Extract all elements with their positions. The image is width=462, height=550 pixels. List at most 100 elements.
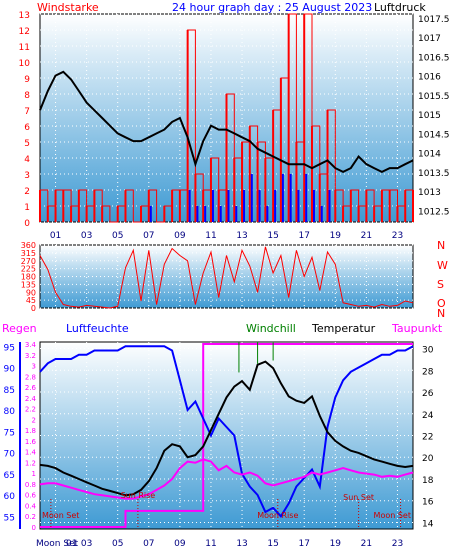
compass-label: N xyxy=(437,239,445,252)
pressure-tick-label: 1017.5 xyxy=(418,15,450,25)
humidity-tick-label: 65 xyxy=(4,471,15,481)
hour-tick-label: 07 xyxy=(143,231,154,241)
regen-label: Regen xyxy=(2,322,37,335)
wind-direction-plot-area xyxy=(39,244,414,309)
taupunkt-label: Taupunkt xyxy=(391,322,443,335)
pressure-tick-label: 1013.5 xyxy=(418,169,450,179)
direction-tick-label: 135 xyxy=(21,280,36,289)
hour-tick-label-bottom: 15 xyxy=(267,539,278,549)
wind-tick-label: 8 xyxy=(24,91,30,101)
wind-tick-label: 1 xyxy=(24,203,30,213)
event-label: Sun Rise xyxy=(121,491,156,500)
wind-gust-line xyxy=(40,13,413,223)
direction-tick-label: 0 xyxy=(31,304,36,313)
wind-tick-label: 3 xyxy=(24,171,30,181)
rain-tick-label: 1.4 xyxy=(25,449,37,457)
temperature-tick-label: 24 xyxy=(422,411,434,421)
chart-title: 24 hour graph day : 25 August 2023 xyxy=(172,1,372,14)
pressure-tick-label: 1014.5 xyxy=(418,130,450,140)
rain-tick-label: 1.8 xyxy=(25,427,36,435)
direction-tick-label: 45 xyxy=(26,296,36,305)
direction-tick-label: 270 xyxy=(21,257,36,266)
hour-tick-label: 03 xyxy=(81,231,92,241)
rain-tick-label: 2.4 xyxy=(25,395,37,403)
rain-tick-label: 2 xyxy=(32,416,36,424)
pressure-tick-label: 1017 xyxy=(418,34,441,44)
luftdruck-label: Luftdruck xyxy=(374,1,426,14)
temperature-tick-label: 18 xyxy=(422,476,434,486)
direction-tick-label: 360 xyxy=(21,241,36,250)
wind-tick-label: 13 xyxy=(19,11,30,21)
rain-tick-label: 1.2 xyxy=(25,459,36,467)
rain-tick-label: 1 xyxy=(32,470,36,478)
wind-tick-label: 0 xyxy=(24,219,30,229)
rain-tick-label: 0.4 xyxy=(25,502,37,510)
wind-tick-label: 2 xyxy=(24,187,30,197)
hour-tick-label: 01 xyxy=(50,231,61,241)
wind-tick-label: 6 xyxy=(24,123,30,133)
compass-label: N xyxy=(437,307,445,320)
hour-tick-label: 21 xyxy=(361,231,372,241)
hour-tick-label: 05 xyxy=(112,231,123,241)
pressure-tick-label: 1016 xyxy=(418,73,441,83)
wind-tick-label: 4 xyxy=(24,155,30,165)
direction-tick-label: 90 xyxy=(26,288,36,297)
series-layer xyxy=(39,13,414,529)
rain-tick-label: 0.8 xyxy=(25,481,36,489)
rain-tick-label: 3 xyxy=(32,363,36,371)
humidity-tick-label: 60 xyxy=(4,492,16,502)
event-label: Moon Rise xyxy=(257,511,298,520)
hour-tick-label-bottom: 11 xyxy=(205,539,216,549)
hour-tick-label: 09 xyxy=(174,231,186,241)
wind-tick-label: 11 xyxy=(19,43,30,53)
hour-tick-label-bottom: 19 xyxy=(330,539,342,549)
humidity-tick-label: 80 xyxy=(4,407,16,417)
temperature-tick-label: 14 xyxy=(422,519,434,529)
pressure-line xyxy=(39,70,414,174)
rain-tick-label: 2.8 xyxy=(25,373,36,381)
hour-tick-label: 15 xyxy=(267,231,278,241)
wind-tick-label: 5 xyxy=(24,139,30,149)
hour-tick-label-bottom: 17 xyxy=(298,539,309,549)
pressure-tick-label: 1016.5 xyxy=(418,53,450,63)
hour-tick-label: 23 xyxy=(392,231,403,241)
hour-tick-label-bottom: 03 xyxy=(81,539,92,549)
rain-line xyxy=(40,343,413,528)
humidity-tick-label: 90 xyxy=(4,365,16,375)
hour-tick-label-bottom: 23 xyxy=(392,539,403,549)
temperature-tick-label: 28 xyxy=(422,367,434,377)
compass-label: W xyxy=(437,259,448,272)
humidity-tick-label: 85 xyxy=(4,386,15,396)
event-label: Moon Set xyxy=(374,511,411,520)
rain-tick-label: 0.2 xyxy=(25,513,36,521)
temperature-tick-label: 22 xyxy=(422,433,433,443)
hour-tick-label-bottom: 09 xyxy=(174,539,186,549)
hour-tick-label-bottom: 07 xyxy=(143,539,154,549)
rain-tick-label: 0 xyxy=(32,524,36,532)
event-label: Moon Set xyxy=(42,511,79,520)
rain-tick-label: 3.4 xyxy=(25,341,37,349)
pressure-tick-label: 1012.5 xyxy=(418,207,450,217)
pressure-tick-label: 1013 xyxy=(418,188,441,198)
event-label: Sun Set xyxy=(343,493,374,502)
temperature-tick-label: 26 xyxy=(422,389,434,399)
windstarke-label: Windstarke xyxy=(37,1,99,14)
compass-label: S xyxy=(437,278,444,291)
bottom-hour-label: 01 xyxy=(66,539,77,549)
rain-tick-label: 2.6 xyxy=(25,384,37,392)
temperature-tick-label: 20 xyxy=(422,454,434,464)
hour-tick-label: 11 xyxy=(205,231,216,241)
hour-tick-label-bottom: 13 xyxy=(236,539,247,549)
rain-tick-label: 3.2 xyxy=(25,352,36,360)
humidity-tick-label: 95 xyxy=(4,343,15,353)
windchill-label: Windchill xyxy=(246,322,296,335)
wind-tick-label: 9 xyxy=(24,75,30,85)
wind-direction-line xyxy=(39,246,414,309)
direction-tick-label: 225 xyxy=(21,265,36,274)
rain-tick-label: 2.2 xyxy=(25,406,36,414)
wind-tick-label: 7 xyxy=(24,107,30,117)
hour-tick-label-bottom: 21 xyxy=(361,539,372,549)
wind-tick-label: 12 xyxy=(19,27,30,37)
